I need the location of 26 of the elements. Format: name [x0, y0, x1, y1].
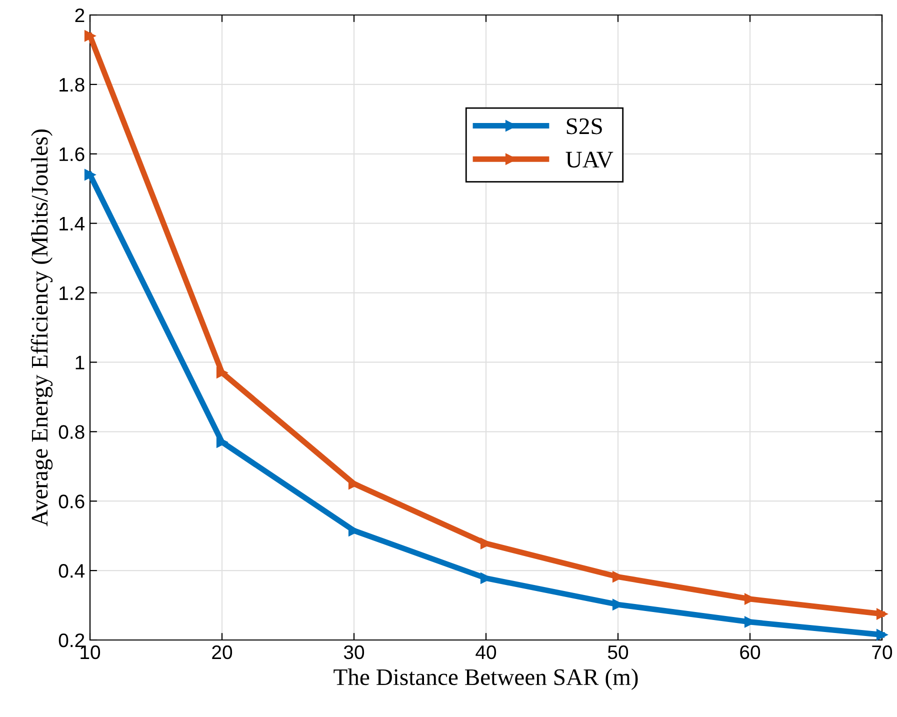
x-tick-label: 40: [476, 645, 496, 660]
x-tick-label: 70: [872, 645, 892, 660]
x-tick-label: 50: [608, 645, 628, 660]
legend-label: UAV: [566, 152, 614, 168]
x-tick-label: 10: [80, 645, 100, 660]
y-tick-label: 0.6: [58, 494, 84, 508]
y-tick-label: 0.2: [58, 633, 84, 648]
y-tick-label: 1.2: [60, 286, 84, 300]
y-tick-label: 0.8: [58, 425, 84, 439]
point: [216, 367, 228, 378]
x-tick-label: 60: [740, 645, 760, 660]
point: [876, 608, 888, 620]
x-tick-label: 30: [344, 645, 364, 660]
y-tick-label: 0.4: [58, 564, 85, 578]
y-tick-label: 1.8: [60, 78, 84, 92]
y-tick-label: 1.6: [60, 147, 84, 162]
y-tick-label: 1.4: [60, 217, 85, 230]
x-axis-title: The Distance Between SAR (m): [334, 668, 638, 690]
legend-label: S2S: [566, 118, 602, 134]
point: [216, 436, 228, 448]
y-tick-label: 1: [76, 356, 84, 370]
y-axis-title: Average Energy Efficiency (Mbits/Joules): [30, 130, 53, 526]
y-tick-label: 2: [75, 8, 84, 22]
x-tick-label: 20: [212, 645, 232, 660]
point: [84, 169, 96, 180]
point: [84, 30, 96, 42]
